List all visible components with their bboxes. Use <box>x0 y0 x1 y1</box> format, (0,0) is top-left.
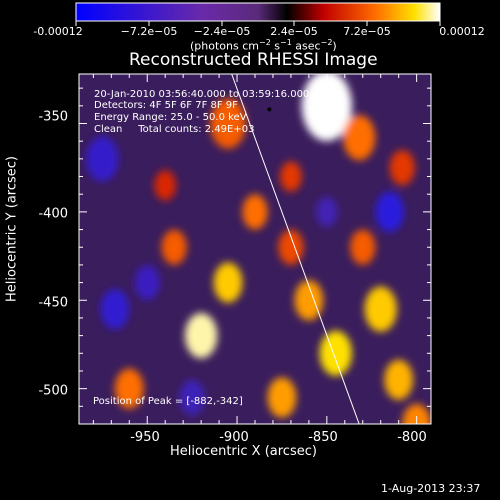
heatmap-blob <box>154 170 176 201</box>
colorbar-tick-label: −2.4e−05 <box>193 25 251 38</box>
heatmap-blob <box>267 377 297 418</box>
heatmap-blob <box>242 194 268 230</box>
colorbar-tick-label: -0.00012 <box>33 25 83 38</box>
chart-title: Reconstructed RHESSI Image <box>129 50 378 70</box>
heatmap-blob <box>301 74 352 142</box>
colorbar-tick-label: 2.4e−05 <box>270 25 318 38</box>
colorbar-tick-label: −7.2e−05 <box>120 25 178 38</box>
heatmap-blob <box>402 403 431 424</box>
heatmap-blob <box>389 150 415 186</box>
y-tick-label: -450 <box>38 295 68 311</box>
colorbar-tick-label: 7.2e−05 <box>343 25 391 38</box>
heatmap-blob <box>319 330 352 376</box>
heatmap-blob <box>280 161 302 192</box>
heatmap-blob <box>100 288 130 330</box>
heatmap-blob <box>210 98 247 149</box>
heatmap-blob <box>343 115 376 161</box>
solar-limb-line <box>231 74 360 424</box>
y-axis-label: Heliocentric Y (arcsec) <box>4 156 20 302</box>
heatmap-blob <box>179 379 205 416</box>
x-tick-label: -850 <box>308 430 338 445</box>
x-tick-label: -950 <box>130 430 160 445</box>
colorbar <box>75 2 441 26</box>
x-tick-label: -900 <box>219 430 249 445</box>
colorbar-units: (photons cm−2 s−1 asec−2) <box>190 38 337 53</box>
y-tick-label: -500 <box>38 383 68 399</box>
heatmap-blob <box>364 286 397 332</box>
heatmap-blob <box>278 229 304 265</box>
y-tick-label: -350 <box>38 109 68 125</box>
heatmap-blob <box>161 229 187 265</box>
heatmap-blob <box>375 191 405 232</box>
peak-marker <box>267 107 272 112</box>
heatmap-blob <box>294 280 324 321</box>
info-time-range: 20-Jan-2010 03:56:40.000 to 03:59:16.000 <box>94 89 310 100</box>
heatmap-blob <box>86 136 119 182</box>
heatmap-blob <box>213 262 243 303</box>
x-tick-label: -800 <box>397 430 427 445</box>
timestamp-footer: 1-Aug-2013 23:37 <box>381 482 481 495</box>
peak-position-label: Position of Peak = [-882,-342] <box>93 396 243 407</box>
heatmap-blob <box>184 312 218 359</box>
heatmap-blob <box>114 368 144 409</box>
heatmap-blob <box>316 196 338 227</box>
heatmap-blob <box>134 264 160 301</box>
info-energy-range: Energy Range: 25.0 - 50.0 keV <box>94 112 247 123</box>
heatmap-blob <box>350 229 376 265</box>
heatmap-blobs <box>86 74 431 424</box>
heatmap-blob <box>384 359 414 400</box>
y-tick-label: -400 <box>38 206 68 222</box>
info-counts: Clean Total counts: 2.49E+03 <box>94 124 255 135</box>
info-detectors: Detectors: 4F 5F 6F 7F 8F 9F <box>94 100 238 111</box>
colorbar-tick-label: 0.00012 <box>439 25 485 38</box>
x-axis-label: Heliocentric X (arcsec) <box>170 444 317 459</box>
